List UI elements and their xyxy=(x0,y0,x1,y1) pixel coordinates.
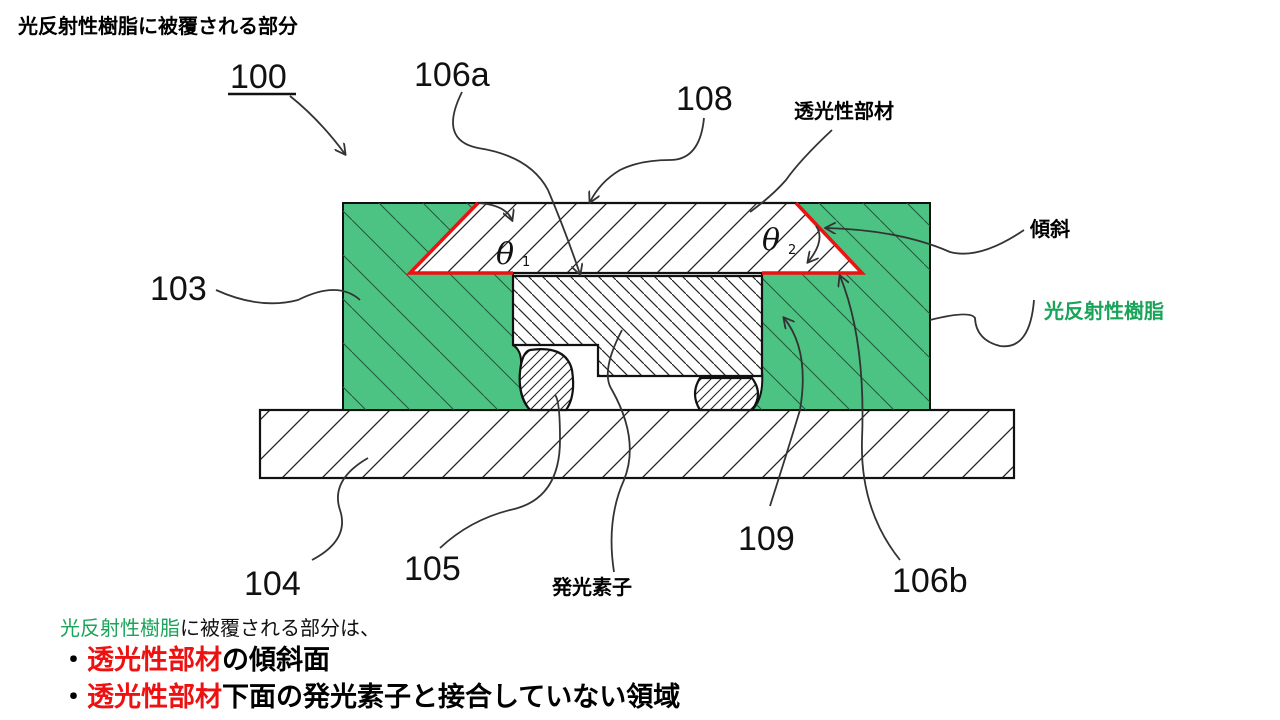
label-100: 100 xyxy=(230,58,287,96)
label-light-emitting-element: 発光素子 xyxy=(551,575,632,599)
leader-104 xyxy=(311,457,369,561)
leader-resin xyxy=(929,299,1035,348)
bullet-item-2: ・透光性部材下面の発光素子と接合していない領域 xyxy=(60,679,680,716)
bullet1-red-text: 透光性部材 xyxy=(87,645,222,676)
label-105: 105 xyxy=(404,550,461,588)
light-reflective-resin-103 xyxy=(342,202,931,411)
label-109: 109 xyxy=(738,520,795,558)
theta2-subscript: 2 xyxy=(788,243,796,258)
red-highlight-covered-surfaces xyxy=(405,201,867,275)
bullet-marker: ・ xyxy=(60,645,87,676)
bullet2-red-text: 透光性部材 xyxy=(87,682,222,713)
page-title: 光反射性樹脂に被覆される部分 xyxy=(18,14,298,38)
substrate-104 xyxy=(258,408,1016,480)
leader-light-emitting xyxy=(606,329,631,573)
light-emitting-element-105 xyxy=(511,274,764,378)
label-108: 108 xyxy=(676,80,733,118)
theta1-subscript: 1 xyxy=(522,255,530,270)
description-intro: 光反射性樹脂に被覆される部分は、 xyxy=(60,614,680,642)
intro-green-text: 光反射性樹脂 xyxy=(60,616,180,640)
label-slope: 傾斜 xyxy=(1029,217,1070,241)
leader-108 xyxy=(590,117,705,202)
label-106a: 106a xyxy=(414,56,490,94)
leader-100 xyxy=(289,95,345,154)
leader-106a xyxy=(452,91,580,274)
label-106b: 106b xyxy=(892,562,968,600)
bullet-marker: ・ xyxy=(60,682,87,713)
translucent-member-108 xyxy=(407,201,865,275)
leader-106b xyxy=(840,276,901,561)
bump-left xyxy=(518,348,575,412)
leader-105 xyxy=(439,394,561,549)
intro-rest-text: に被覆される部分は、 xyxy=(180,616,380,640)
theta2-arc xyxy=(808,225,821,262)
bullet1-rest-text: の傾斜面 xyxy=(222,645,330,676)
bullet2-rest-text: 下面の発光素子と接合していない領域 xyxy=(222,682,681,713)
leader-103 xyxy=(215,289,361,305)
leader-109 xyxy=(769,318,804,507)
description-block: 光反射性樹脂に被覆される部分は、 ・透光性部材の傾斜面 ・透光性部材下面の発光素… xyxy=(60,614,680,716)
label-104: 104 xyxy=(244,565,301,603)
theta2-symbol: θ xyxy=(762,223,780,258)
label-translucent-member: 透光性部材 xyxy=(794,99,894,123)
theta1-symbol: θ xyxy=(496,237,514,272)
theta1-arc xyxy=(477,202,512,220)
bump-right xyxy=(693,376,760,412)
label-light-reflective-resin: 光反射性樹脂 xyxy=(1043,299,1164,323)
leader-translucent xyxy=(749,129,833,213)
bullet-item-1: ・透光性部材の傾斜面 xyxy=(60,642,680,679)
leader-slope xyxy=(826,228,1025,255)
label-103: 103 xyxy=(150,270,207,308)
